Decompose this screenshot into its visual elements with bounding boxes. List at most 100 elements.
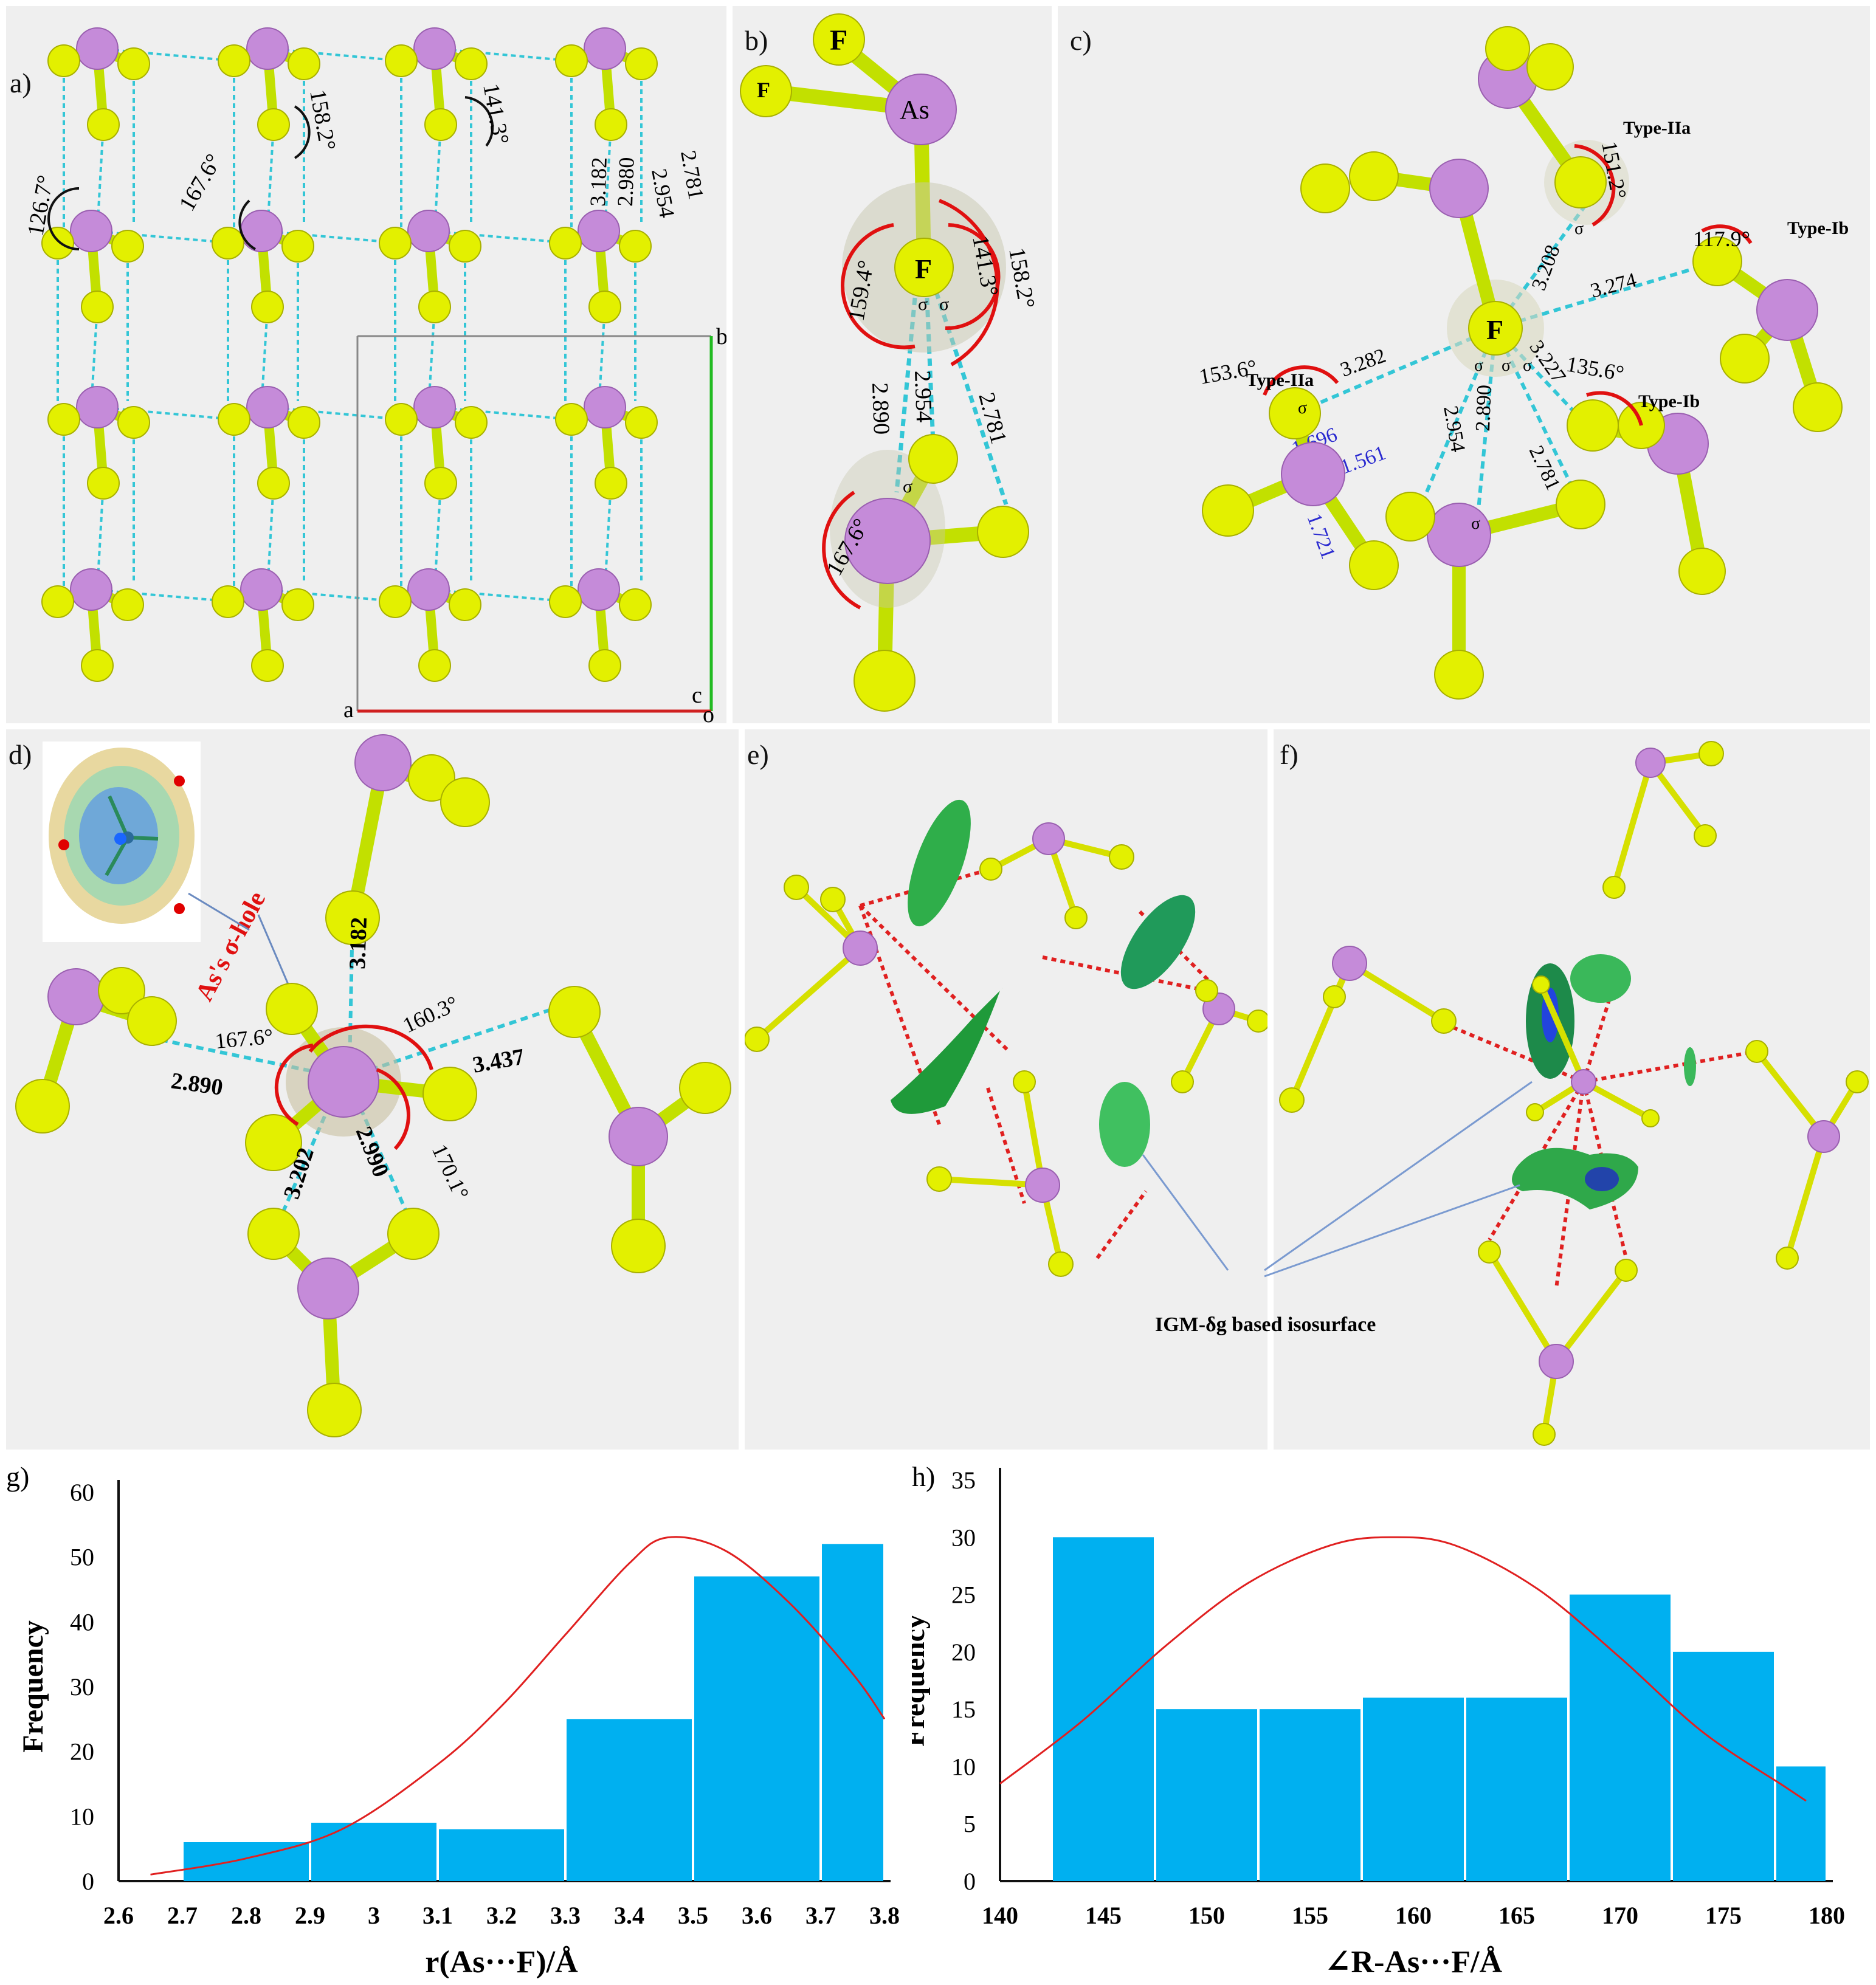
sigma-label-b3: σ <box>903 476 912 497</box>
x-tick-label: 155 <box>1292 1902 1328 1929</box>
distance-label-c1: 3.208 <box>1528 242 1565 294</box>
x-tick-label: 3.3 <box>550 1902 581 1929</box>
esp-red-point-2 <box>58 839 69 850</box>
sigma-label-c2: σ <box>1502 356 1511 375</box>
fluorine-atom <box>1692 236 1742 286</box>
x-tick-label: 180 <box>1809 1902 1845 1929</box>
fluorine-atom-a <box>555 44 588 77</box>
panel-d-structure: As's σ-hole 167.6° 160.3° 170.1° 3.182 2… <box>15 734 731 1437</box>
y-tick-label: 20 <box>951 1639 976 1666</box>
arsenic-atom-b2 <box>844 498 931 584</box>
arsenic-atom-a <box>584 27 626 70</box>
fluorine-atom-a <box>449 588 481 621</box>
arc-d1 <box>274 1044 314 1126</box>
arsenic-atom-a <box>246 386 289 428</box>
fluorine-atom-a <box>257 108 290 141</box>
fluorine-atom <box>1349 540 1399 590</box>
fluorine-atom-a <box>281 230 314 263</box>
arsenic-atom <box>1281 442 1345 506</box>
chart-h-svg: 140 145 150 155 160 165 170 175 180 0 5 10 15 20 25 30 3… <box>912 1461 1845 1978</box>
contact-a <box>97 406 235 421</box>
fluorine-atom-a <box>588 291 621 323</box>
contact-a <box>428 588 572 603</box>
fluorine-atom-center-b <box>894 238 954 297</box>
angle-label-a4: 141.3° <box>478 81 514 146</box>
fluorine-atom <box>1202 484 1254 537</box>
fluorine-atom <box>247 1208 300 1260</box>
contact-a <box>91 588 235 603</box>
fluorine-atom-a <box>288 47 320 80</box>
type-label-c4: Type-Ib <box>1638 391 1700 411</box>
esp-red-point-1 <box>174 776 185 786</box>
fluorine-atom-a <box>212 227 244 260</box>
fluorine-atom-a <box>385 44 418 77</box>
fluorine-atom-a <box>81 291 114 323</box>
y-tick-label: 25 <box>951 1581 976 1609</box>
x-tick-label: 140 <box>982 1902 1018 1929</box>
fluorine-atom-a <box>418 649 451 682</box>
fluorine-atom <box>1776 1247 1799 1270</box>
fluorine-atom <box>1698 741 1724 766</box>
fluorine-atom <box>1532 975 1550 994</box>
fluorine-atom <box>1526 1103 1544 1121</box>
fluorine-atom-a <box>288 406 320 439</box>
esp-red-point-3 <box>174 903 185 914</box>
fluorine-atom <box>1533 1423 1556 1446</box>
fluorine-atom <box>1720 334 1770 384</box>
fluorine-atom <box>1300 163 1350 213</box>
fluorine-atom <box>1279 1087 1305 1113</box>
histogram-bar <box>439 1829 564 1881</box>
contact-a <box>91 230 235 244</box>
x-axis-label: ∠R-As···F/Å <box>1325 1945 1502 1978</box>
type-label-c3: Type-IIa <box>1246 370 1314 390</box>
fluorine-atom-a <box>424 108 457 141</box>
angle-label-d2: 160.3° <box>399 991 461 1038</box>
arsenic-atom-a <box>240 210 283 252</box>
contact-a <box>97 47 235 62</box>
panel-a: b a c o 126.7° 167.6° 158.2° 141.3° 3.18… <box>6 6 726 723</box>
arsenic-atom <box>1032 822 1065 855</box>
arc-b4 <box>822 490 861 610</box>
chart-panel-label: g) <box>6 1461 29 1492</box>
fluorine-atom-a <box>87 467 120 500</box>
atom-label-f2: F <box>757 78 770 102</box>
panel-f: f) <box>1274 729 1870 1450</box>
arc-c3 <box>1263 365 1339 396</box>
arsenic-atom <box>47 968 105 1025</box>
axis-o-label: o <box>703 702 714 723</box>
type-label-c2: Type-Ib <box>1787 218 1849 238</box>
fluorine-atom <box>1745 1040 1768 1063</box>
arsenic-atom <box>1571 1069 1596 1095</box>
axis-a-label: a <box>343 697 354 723</box>
distance-label-b1: 2.890 <box>867 382 894 435</box>
distance-label-c5: 2.954 <box>1439 404 1469 454</box>
chart-panel-label: h) <box>912 1461 935 1492</box>
fluorine-atom <box>422 1067 477 1121</box>
arsenic-atom <box>1429 159 1489 218</box>
sigma-label-b2: σ <box>939 294 949 314</box>
arsenic-atom <box>1332 946 1367 981</box>
arsenic-atom <box>1427 503 1491 567</box>
distance-label-c7: 2.781 <box>1525 442 1565 494</box>
panel-e: e) <box>745 729 1267 1450</box>
x-tick-label: 175 <box>1705 1902 1742 1929</box>
axis-b-label: b <box>716 324 726 349</box>
x-tick-label: 3 <box>368 1902 380 1929</box>
arc-c2 <box>1701 224 1753 244</box>
fluorine-atom-a <box>424 467 457 500</box>
histogram-bar <box>1260 1709 1360 1881</box>
fluorine-atom-a <box>41 585 74 618</box>
angle-arc-a3 <box>294 105 311 159</box>
x-tick-label: 3.1 <box>422 1902 453 1929</box>
fluorine-atom <box>1478 1240 1501 1264</box>
contact-a <box>261 588 402 603</box>
fluorine-atom-a <box>81 649 114 682</box>
angle-label-c4: 135.6° <box>1565 351 1626 385</box>
panel-e-label: e) <box>747 739 769 770</box>
angle-label-d1: 167.6° <box>214 1024 274 1053</box>
arsenic-atom <box>297 1257 359 1319</box>
fluorine-atom <box>784 875 809 900</box>
fluorine-atom <box>1556 480 1605 529</box>
arsenic-atom <box>1756 279 1818 341</box>
arc-b1 <box>840 223 916 349</box>
